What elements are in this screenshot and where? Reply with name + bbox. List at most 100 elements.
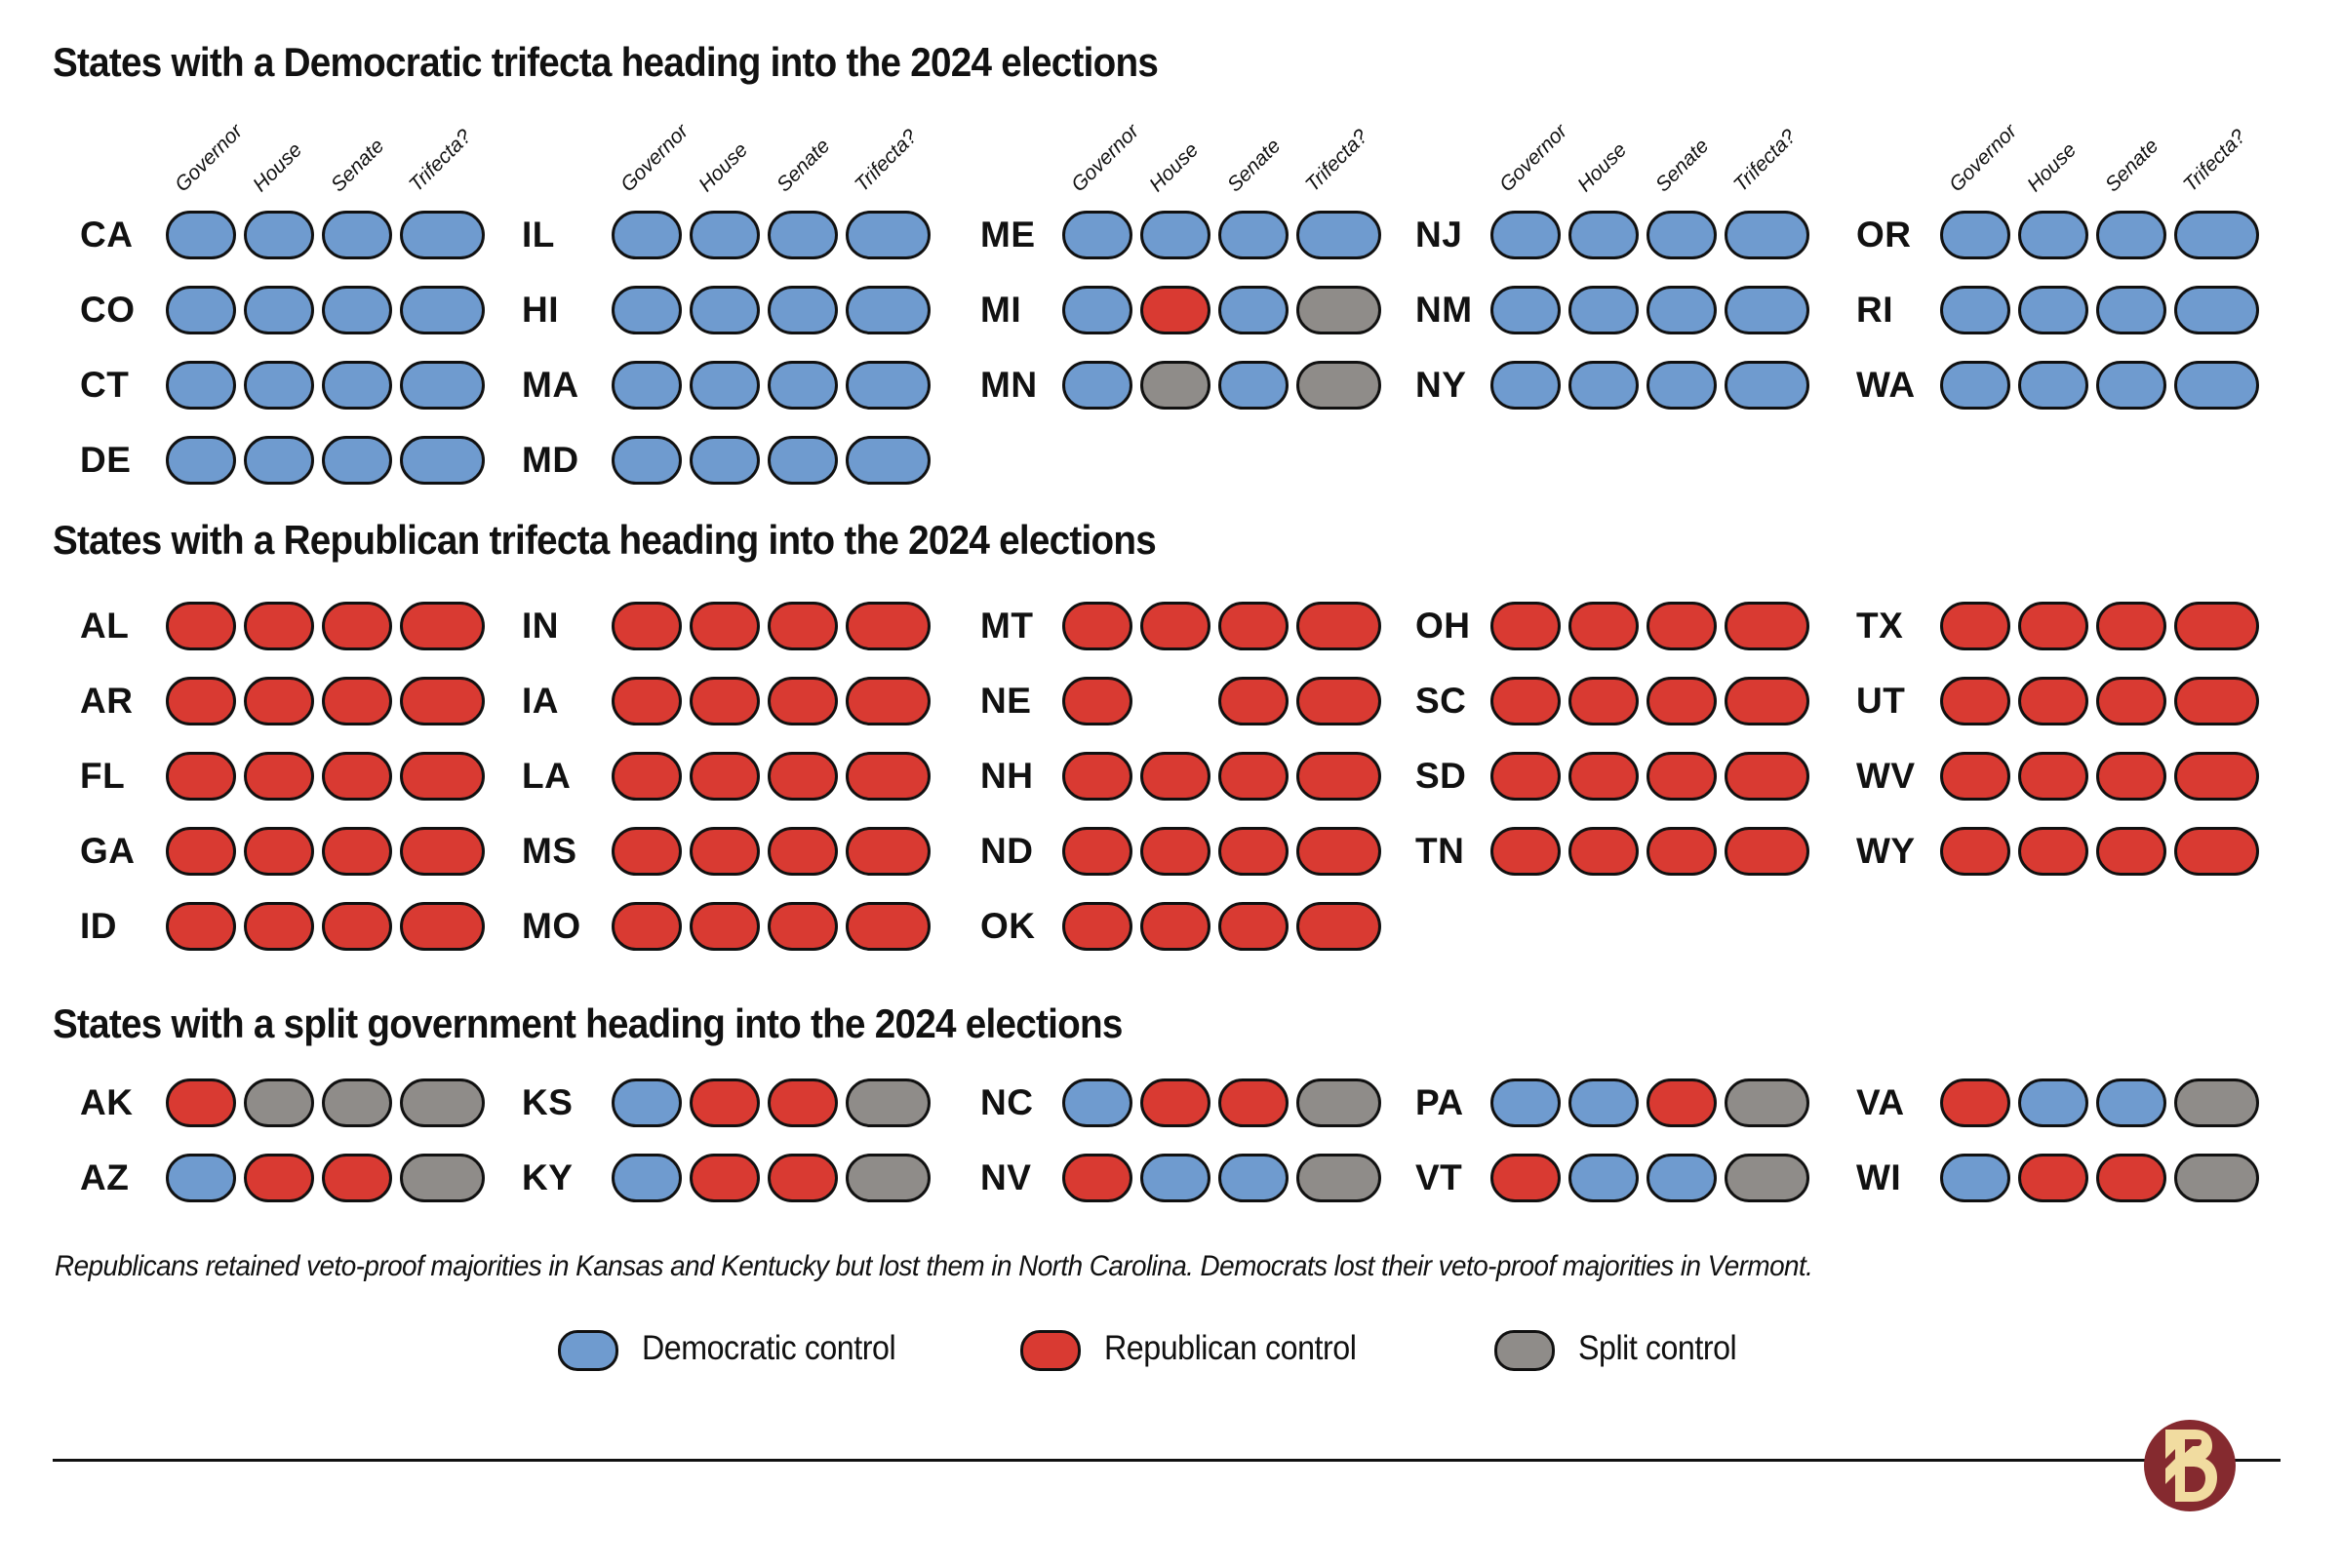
pill-house-dem <box>2018 211 2088 259</box>
pill-senate-rep <box>768 752 838 801</box>
state-row-mo: MO <box>522 902 933 951</box>
state-label: NC <box>980 1082 1034 1122</box>
state-row-vt: VT <box>1415 1154 1812 1202</box>
state-row-mn: MN <box>980 361 1384 410</box>
pill-trifecta-rep <box>1296 602 1381 650</box>
column-header-trifecta: Trifecta? <box>405 125 476 197</box>
pill-trifecta-dem <box>2174 211 2259 259</box>
state-label: RI <box>1856 290 1893 330</box>
pill-house-rep <box>1568 677 1639 725</box>
pill-trifecta-dem <box>846 436 931 485</box>
pill-trifecta-dem <box>400 211 485 259</box>
legend-swatch-split <box>1494 1330 1555 1371</box>
pill-trifecta-split <box>1296 1078 1381 1127</box>
pill-senate-dem <box>768 211 838 259</box>
state-row-me: ME <box>980 211 1384 259</box>
pill-senate-rep <box>1218 902 1289 951</box>
state-row-nd: ND <box>980 827 1384 876</box>
state-row-al: AL <box>80 602 488 650</box>
column-header-house: House <box>249 138 307 197</box>
pill-house-rep <box>1568 602 1639 650</box>
pill-senate-dem <box>1218 1154 1289 1202</box>
pill-senate-rep <box>1218 1078 1289 1127</box>
pill-trifecta-split <box>2174 1154 2259 1202</box>
state-label: VT <box>1415 1157 1463 1197</box>
pill-senate-dem <box>1218 361 1289 410</box>
pill-trifecta-rep <box>846 602 931 650</box>
pill-house-rep <box>690 827 760 876</box>
state-label: KY <box>522 1157 574 1197</box>
state-label: GA <box>80 831 136 871</box>
pill-governor-dem <box>612 1154 682 1202</box>
legend-swatch-dem <box>558 1330 618 1371</box>
pill-senate-rep <box>768 902 838 951</box>
state-row-de: DE <box>80 436 488 485</box>
pill-governor-rep <box>1490 602 1561 650</box>
state-label: ME <box>980 215 1036 255</box>
pill-house-rep <box>244 827 314 876</box>
state-row-az: AZ <box>80 1154 488 1202</box>
legend-label: Democratic control <box>642 1329 896 1367</box>
pill-senate-rep <box>322 1154 392 1202</box>
pill-governor-rep <box>1062 602 1132 650</box>
pill-house-rep <box>690 902 760 951</box>
pill-governor-dem <box>166 1154 236 1202</box>
pill-house-dem <box>690 286 760 334</box>
pill-governor-rep <box>1490 677 1561 725</box>
pill-house-split <box>244 1078 314 1127</box>
pill-house-dem <box>1568 361 1639 410</box>
pill-senate-split <box>322 1078 392 1127</box>
pill-senate-rep <box>2096 827 2166 876</box>
pill-senate-dem <box>768 286 838 334</box>
state-label: NJ <box>1415 215 1463 255</box>
state-row-in: IN <box>522 602 933 650</box>
pill-trifecta-rep <box>846 677 931 725</box>
pill-governor-dem <box>612 286 682 334</box>
state-label: NE <box>980 681 1032 721</box>
state-label: MT <box>980 606 1034 646</box>
pill-house-dem <box>244 211 314 259</box>
state-label: CT <box>80 365 130 405</box>
state-row-hi: HI <box>522 286 933 334</box>
pill-senate-dem <box>322 286 392 334</box>
pill-trifecta-rep <box>2174 752 2259 801</box>
column-header-trifecta: Trifecta? <box>2179 125 2250 197</box>
pill-house-dem <box>2018 286 2088 334</box>
state-row-tx: TX <box>1856 602 2262 650</box>
pill-senate-dem <box>1647 211 1717 259</box>
section-heading-split: States with a split government heading i… <box>53 1000 1123 1046</box>
state-row-sc: SC <box>1415 677 1812 725</box>
pill-trifecta-rep <box>2174 827 2259 876</box>
state-row-wa: WA <box>1856 361 2262 410</box>
pill-house-rep <box>690 1154 760 1202</box>
pill-governor-rep <box>1062 902 1132 951</box>
pill-trifecta-split <box>1296 1154 1381 1202</box>
pill-trifecta-rep <box>1725 827 1809 876</box>
pill-trifecta-dem <box>846 286 931 334</box>
pill-house-rep <box>1568 752 1639 801</box>
pill-governor-dem <box>1062 361 1132 410</box>
state-label: CO <box>80 290 136 330</box>
state-label: IL <box>522 215 555 255</box>
pill-trifecta-rep <box>846 752 931 801</box>
state-label: VA <box>1856 1082 1905 1122</box>
pill-trifecta-rep <box>846 902 931 951</box>
state-label: AL <box>80 606 130 646</box>
footnote: Republicans retained veto-proof majoriti… <box>55 1250 1813 1282</box>
pill-trifecta-dem <box>2174 361 2259 410</box>
pill-governor-dem <box>1490 1078 1561 1127</box>
pill-senate-rep <box>1647 677 1717 725</box>
pill-governor-dem <box>612 361 682 410</box>
pill-house-dem <box>690 361 760 410</box>
pill-governor-dem <box>166 436 236 485</box>
state-label: TN <box>1415 831 1465 871</box>
state-row-ct: CT <box>80 361 488 410</box>
pill-governor-dem <box>612 1078 682 1127</box>
pill-senate-dem <box>1647 361 1717 410</box>
state-row-ms: MS <box>522 827 933 876</box>
pill-house-dem <box>1140 1154 1210 1202</box>
state-label: MN <box>980 365 1038 405</box>
pill-governor-dem <box>1062 1078 1132 1127</box>
pill-trifecta-rep <box>2174 602 2259 650</box>
pill-governor-rep <box>1490 752 1561 801</box>
